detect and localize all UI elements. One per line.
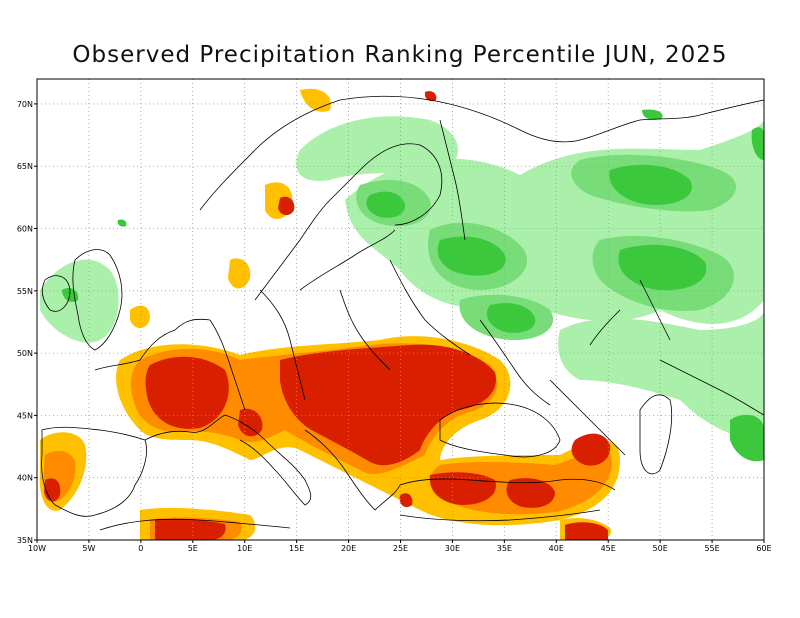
x-tick-label: 10W [28,544,46,553]
coastlines-and-borders [41,95,764,531]
x-tick-label: 55E [704,544,719,553]
x-tick-label: 15E [289,544,304,553]
y-tick-label: 40N [17,474,33,483]
y-tick-label: 50N [17,349,33,358]
x-tick-label: 45E [601,544,616,553]
x-tick-label: 35E [497,544,512,553]
x-tick-label: 20E [341,544,356,553]
precipitation-field [39,88,764,540]
y-axis-ticks: 70N 65N 60N 55N 50N 45N 40N 35N [17,100,37,545]
x-tick-label: 60E [756,544,771,553]
x-tick-label: 50E [653,544,668,553]
graticule [37,79,764,540]
y-tick-label: 55N [17,287,33,296]
y-tick-label: 70N [17,100,33,109]
y-tick-label: 60N [17,225,33,234]
dry-areas [39,88,620,540]
y-tick-label: 45N [17,411,33,420]
x-tick-label: 5W [82,544,95,553]
x-tick-label: 30E [445,544,460,553]
y-tick-label: 65N [17,162,33,171]
wet-areas [40,109,764,462]
x-tick-label: 0 [138,544,143,553]
x-axis-ticks: 10W 5W 0 5E 10E 15E 20E 25E 30E 35E 40E 45E 50E 55E 60… [28,540,772,553]
y-tick-label: 35N [17,536,33,545]
map-title: Observed Precipitation Ranking Percentil… [72,42,728,68]
x-tick-label: 10E [237,544,252,553]
x-tick-label: 40E [549,544,564,553]
x-tick-label: 5E [188,544,198,553]
x-tick-label: 25E [393,544,408,553]
